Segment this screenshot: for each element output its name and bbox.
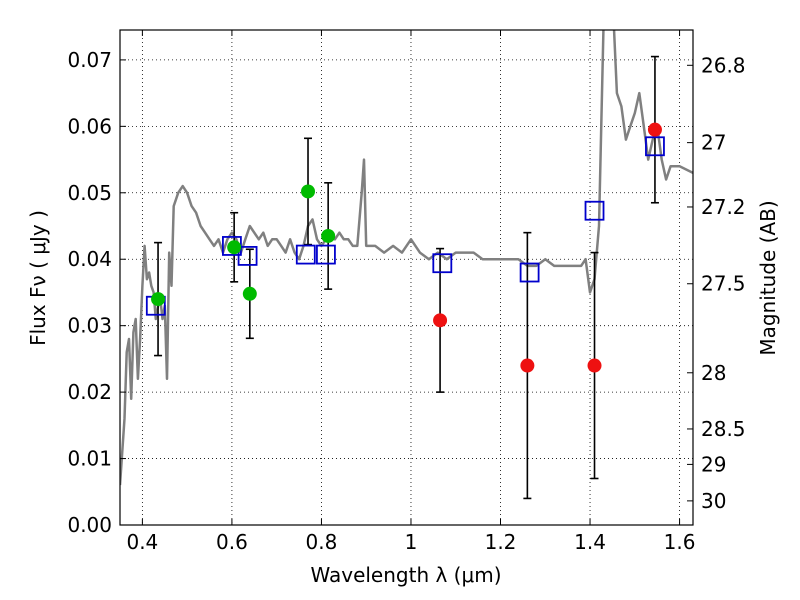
model-photometry-square <box>237 246 258 266</box>
mag-tick-label: 27.5 <box>701 272 746 296</box>
mag-tick-label: 27 <box>701 131 726 155</box>
nir-flux-point <box>647 122 662 137</box>
optical-flux-point <box>242 286 257 301</box>
sed-curve-layer <box>120 30 693 486</box>
y-tick-label: 0.06 <box>67 114 112 138</box>
errorbar-layer <box>154 55 659 500</box>
nir-flux-point <box>433 313 448 328</box>
mag-tick-label: 28.5 <box>701 417 746 441</box>
optical-flux-point <box>321 228 336 243</box>
marker-layer <box>145 122 665 373</box>
y-tick-label: 0.04 <box>67 247 112 271</box>
x-tick-label: 0.4 <box>126 530 158 554</box>
model-photometry-square <box>645 136 665 157</box>
mag-tick-label: 28 <box>701 361 726 385</box>
sed-model-line <box>120 30 693 486</box>
x-axis-title: Wavelength λ (μm) <box>310 563 501 587</box>
mag-tick-label: 30 <box>701 489 726 513</box>
optical-flux-point <box>151 292 166 307</box>
nir-flux-point <box>520 358 535 373</box>
grid-lines <box>120 30 693 526</box>
x-tick-label: 0.6 <box>216 530 248 554</box>
mag-tick-label: 26.8 <box>701 53 746 77</box>
nir-flux-point <box>587 358 602 373</box>
x-tick-label: 1.6 <box>664 530 696 554</box>
model-photometry-square <box>316 244 336 265</box>
y-tick-label: 0.03 <box>67 314 112 338</box>
model-photometry-square <box>584 200 605 221</box>
axis-ticks: 0.4 0.6 0.8 1 1.2 1.4 1.6 0.00 0.01 0.02 0.03 0.04 0… <box>67 30 746 554</box>
mag-tick-label: 27.2 <box>701 195 746 219</box>
y-axis-title: Flux Fν ( μJy ) <box>26 210 50 346</box>
y-tick-label: 0.00 <box>67 513 112 537</box>
model-photometry-square <box>519 262 540 283</box>
y-tick-label: 0.02 <box>67 380 112 404</box>
x-tick-label: 1 <box>405 530 418 554</box>
optical-flux-point <box>301 184 316 199</box>
mag-tick-label: 29 <box>701 452 726 476</box>
model-photometry-square <box>295 244 316 265</box>
model-photometry-square <box>432 253 453 274</box>
plot-frame <box>119 29 694 526</box>
x-tick-label: 0.8 <box>306 530 338 554</box>
y-tick-label: 0.07 <box>67 48 112 72</box>
y-tick-label: 0.01 <box>67 447 112 471</box>
optical-flux-point <box>227 240 242 255</box>
y-axis-right-title: Magnitude (AB) <box>756 200 780 355</box>
y-tick-label: 0.05 <box>67 181 112 205</box>
x-tick-label: 1.4 <box>574 530 606 554</box>
x-tick-label: 1.2 <box>485 530 517 554</box>
